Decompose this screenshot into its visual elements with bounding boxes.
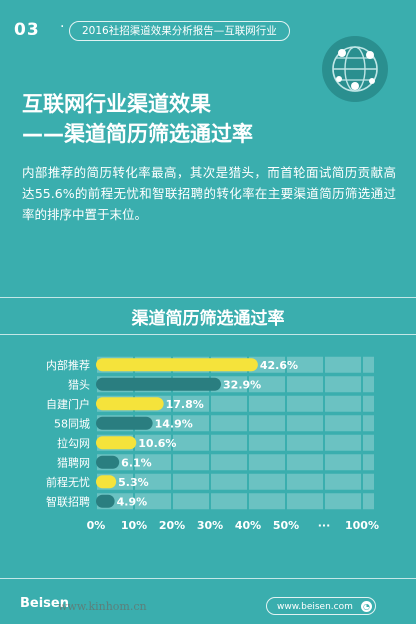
watermark: www.kinhom.cn [58, 600, 147, 613]
x-tick-label: 100% [345, 519, 379, 532]
website-link[interactable]: www.beisen.com ◔ [266, 597, 376, 615]
category-label: 猎头 [68, 377, 90, 391]
x-tick-label: 20% [159, 519, 185, 532]
x-tick-label: 40% [235, 519, 261, 532]
bar-track [96, 395, 374, 412]
data-label: 32.9% [223, 378, 261, 391]
data-label: 5.3% [118, 476, 149, 489]
x-tick-label: ··· [318, 519, 331, 532]
chart-title-bottom-rule [0, 334, 416, 335]
chart-title: 渠道简历筛选通过率 [131, 309, 285, 329]
category-label: 智联招聘 [46, 494, 90, 508]
category-label: 自建门户 [46, 397, 90, 411]
bar-track [96, 415, 374, 432]
bar [96, 455, 120, 469]
data-label: 17.8% [166, 398, 204, 411]
bar [96, 416, 153, 430]
data-label: 10.6% [138, 437, 176, 450]
section-header: 03 · 2016社招渠道效果分析报告—互联网行业 [0, 14, 416, 48]
category-label: 前程无忧 [46, 475, 90, 489]
x-tick-label: 50% [273, 519, 299, 532]
category-label: 内部推荐 [46, 358, 90, 372]
bar-track [96, 493, 374, 510]
brand-logo: Beisen [20, 596, 69, 611]
section-number: 03 [14, 20, 40, 40]
summary-paragraph: 内部推荐的简历转化率最高，其次是猎头，而首轮面试简历贡献高达55.6%的前程无忧… [22, 165, 396, 222]
globe-network-icon [322, 36, 388, 102]
bar-track [96, 473, 374, 490]
bar [96, 436, 137, 450]
category-label: 拉勾网 [57, 436, 90, 450]
bar-track [96, 434, 374, 451]
bar [96, 377, 222, 391]
x-tick-label: 0% [87, 519, 106, 532]
data-label: 4.9% [117, 495, 148, 508]
bar-track [96, 454, 374, 471]
website-url: www.beisen.com [277, 602, 353, 612]
bar [96, 475, 117, 489]
data-label: 14.9% [155, 417, 193, 430]
bar [96, 494, 115, 508]
bar [96, 397, 164, 411]
section-separator: · [60, 19, 65, 35]
page-title-line1: 互联网行业渠道效果 [22, 92, 211, 116]
chart-title-top-rule [0, 297, 416, 298]
footer-rule [0, 578, 416, 579]
bar [96, 358, 258, 372]
category-label: 猎聘网 [57, 455, 90, 469]
data-label: 6.1% [121, 456, 152, 469]
category-label: 58同城 [54, 417, 90, 430]
data-label: 42.6% [260, 359, 298, 372]
x-tick-label: 10% [121, 519, 147, 532]
section-title: 2016社招渠道效果分析报告—互联网行业 [69, 21, 290, 41]
x-tick-label: 30% [197, 519, 223, 532]
page-title-line2: ——渠道简历筛选通过率 [22, 122, 253, 146]
link-icon: ◔ [361, 601, 372, 612]
